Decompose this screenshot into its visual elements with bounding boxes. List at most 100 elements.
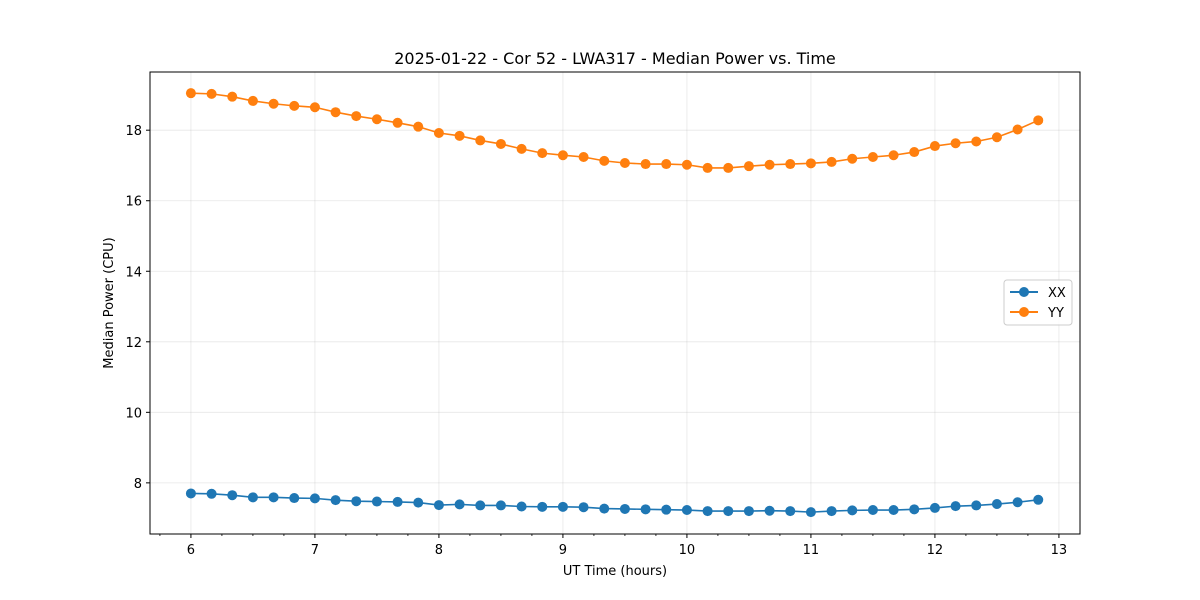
data-point-yy (929, 141, 940, 152)
data-point-yy (206, 88, 217, 99)
data-point-yy (909, 147, 920, 158)
data-point-xx (743, 506, 754, 517)
series-layer (185, 88, 1044, 518)
data-point-xx (640, 504, 651, 515)
data-point-xx (1033, 494, 1044, 505)
data-point-yy (537, 148, 548, 159)
data-point-xx (392, 496, 403, 507)
data-point-yy (475, 135, 486, 146)
data-point-xx (847, 505, 858, 516)
data-point-yy (351, 111, 362, 122)
data-point-xx (826, 506, 837, 517)
data-point-xx (950, 501, 961, 512)
data-point-xx (413, 497, 424, 508)
data-point-yy (702, 162, 713, 173)
data-point-yy (785, 159, 796, 170)
data-point-xx (206, 488, 217, 499)
x-tick-label: 10 (679, 543, 696, 558)
data-point-xx (578, 502, 589, 513)
data-point-yy (661, 159, 672, 170)
data-point-xx (888, 505, 899, 516)
data-point-xx (475, 500, 486, 511)
data-point-xx (1012, 497, 1023, 508)
data-point-xx (991, 499, 1002, 510)
x-tick-label: 12 (927, 543, 944, 558)
data-point-xx (681, 505, 692, 516)
data-point-yy (1012, 124, 1023, 135)
legend-marker-yy (1019, 307, 1029, 317)
x-tick-label: 6 (187, 543, 195, 558)
data-point-xx (495, 500, 506, 511)
data-point-xx (764, 505, 775, 516)
data-point-yy (371, 114, 382, 125)
data-point-xx (971, 500, 982, 511)
data-point-yy (289, 100, 300, 111)
y-tick-label: 10 (125, 406, 142, 421)
data-point-yy (330, 107, 341, 118)
data-point-yy (764, 159, 775, 170)
data-point-xx (661, 504, 672, 515)
y-tick-label: 8 (134, 477, 142, 492)
data-point-yy (247, 95, 258, 106)
x-tick-label: 7 (311, 543, 319, 558)
data-point-yy (392, 117, 403, 128)
data-point-xx (433, 500, 444, 511)
data-point-yy (743, 161, 754, 172)
data-point-yy (557, 150, 568, 161)
data-point-xx (785, 506, 796, 517)
data-point-yy (640, 159, 651, 170)
x-tick-label: 9 (559, 543, 567, 558)
data-point-yy (433, 128, 444, 139)
plot-frame (149, 71, 1081, 535)
data-point-yy (950, 138, 961, 149)
data-point-xx (619, 503, 630, 514)
data-point-yy (826, 156, 837, 167)
data-point-yy (413, 121, 424, 132)
y-tick-label: 18 (125, 124, 142, 139)
y-tick-label: 14 (125, 265, 142, 280)
data-point-yy (309, 102, 320, 113)
data-point-yy (1033, 115, 1044, 126)
data-point-xx (867, 505, 878, 516)
data-point-yy (268, 98, 279, 109)
data-point-yy (227, 91, 238, 102)
data-point-yy (991, 132, 1002, 143)
data-point-yy (847, 153, 858, 164)
legend-label-xx: XX (1048, 286, 1066, 301)
data-point-yy (185, 88, 196, 99)
data-point-xx (268, 492, 279, 503)
data-point-yy (867, 151, 878, 162)
x-tick-label: 13 (1051, 543, 1068, 558)
data-point-xx (247, 492, 258, 503)
x-tick-label: 11 (803, 543, 820, 558)
data-point-yy (454, 130, 465, 141)
data-point-xx (330, 495, 341, 506)
y-tick-label: 12 (125, 336, 142, 351)
data-point-yy (495, 138, 506, 149)
data-point-xx (537, 501, 548, 512)
data-point-yy (723, 162, 734, 173)
data-point-yy (888, 150, 899, 161)
data-point-xx (557, 501, 568, 512)
data-point-xx (185, 488, 196, 499)
x-tick-label: 8 (435, 543, 443, 558)
axis-ticks: 6 7 8 9 10 11 12 13 8 10 12 14 16 18 (125, 124, 1067, 558)
data-point-xx (351, 496, 362, 507)
y-axis-title: Median Power (CPU) (102, 237, 117, 368)
data-point-yy (578, 151, 589, 162)
chart-title: 2025-01-22 - Cor 52 - LWA317 - Median Po… (394, 49, 836, 68)
y-tick-label: 16 (125, 195, 142, 210)
x-axis-title: UT Time (hours) (563, 564, 667, 579)
data-point-xx (454, 499, 465, 510)
data-point-xx (516, 501, 527, 512)
data-point-yy (599, 155, 610, 166)
legend-label-yy: YY (1047, 306, 1064, 321)
data-point-yy (619, 157, 630, 168)
data-point-xx (289, 493, 300, 504)
data-point-yy (516, 143, 527, 154)
legend-marker-xx (1019, 287, 1029, 297)
grid-lines (150, 72, 1080, 534)
data-point-yy (971, 136, 982, 147)
